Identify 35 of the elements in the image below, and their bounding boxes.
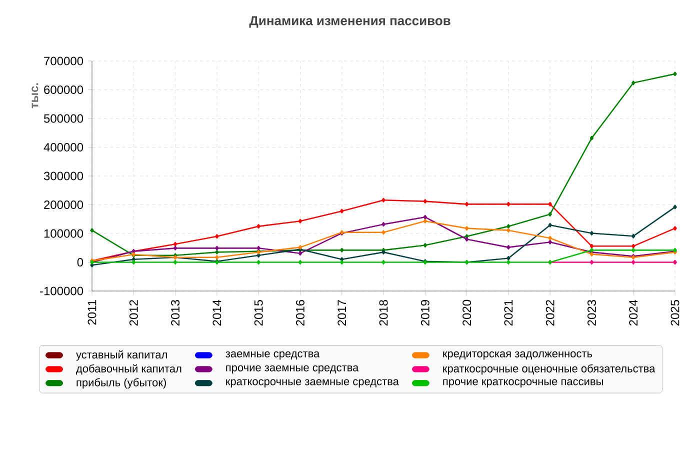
chart-title: Динамика изменения пассивов [249, 16, 450, 28]
y-tick-label: 300000 [44, 172, 84, 180]
x-tick-label: 2018 [379, 300, 388, 326]
legend-label: прочие краткосрочные пассивы [443, 379, 603, 388]
legend-label: прибыль (убыток) [76, 378, 166, 389]
legend-label: добавочный капитал [76, 364, 182, 375]
x-tick-label: 2011 [88, 300, 96, 325]
x-tick-label: 2016 [296, 300, 304, 326]
y-tick-label: 100000 [44, 229, 84, 238]
x-tick-label: 2017 [338, 300, 346, 326]
y-tick-label: 700000 [44, 56, 84, 66]
legend-label: прочие заемные средства [226, 365, 359, 374]
x-tick-label: 2020 [462, 300, 472, 326]
x-tick-label: 2015 [254, 300, 263, 326]
legend-label: краткосрочные заемные средства [226, 379, 399, 388]
y-tick-label: -100000 [40, 286, 84, 296]
legend-label: краткосрочные оценочные обязательства [443, 364, 656, 375]
x-tick-label: 2025 [670, 300, 680, 326]
y-tick-label: 600000 [44, 86, 84, 94]
x-tick-label: 2013 [171, 300, 180, 326]
y-axis-title: тыс. [32, 83, 38, 108]
y-tick-label: 200000 [44, 200, 84, 209]
x-tick-label: 2023 [587, 300, 596, 326]
y-tick-label: 400000 [44, 143, 84, 152]
y-tick-label: 0 [77, 258, 84, 266]
legend-label: заемные средства [226, 351, 320, 360]
x-tick-label: 2019 [420, 300, 430, 326]
y-tick-label: 500000 [44, 114, 84, 123]
x-tick-label: 2024 [629, 300, 638, 326]
x-tick-label: 2012 [129, 300, 138, 326]
x-tick-label: 2014 [212, 300, 222, 326]
legend-label: кредиторская задолженность [443, 351, 592, 360]
x-tick-label: 2021 [504, 300, 513, 326]
x-tick-label: 2022 [546, 300, 554, 326]
legend-label: уставный капитал [76, 350, 167, 361]
